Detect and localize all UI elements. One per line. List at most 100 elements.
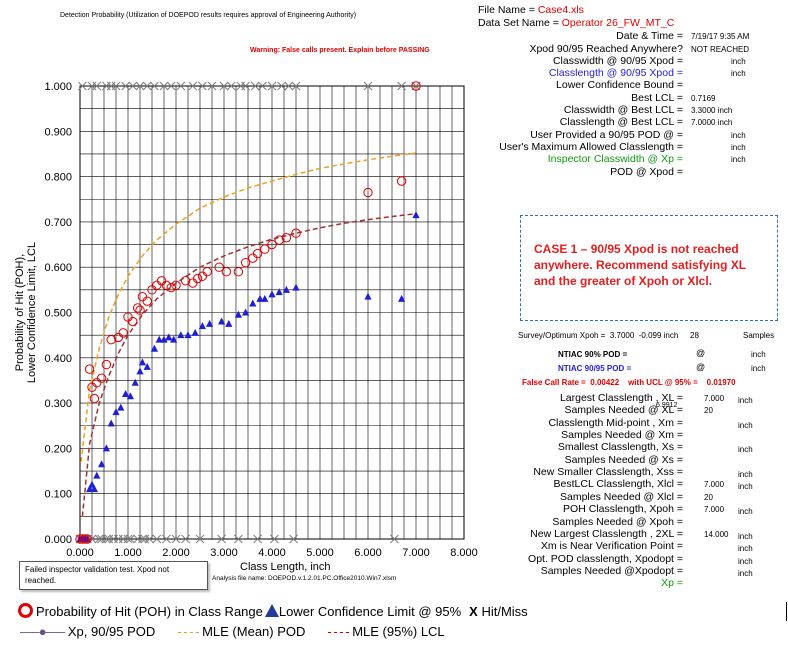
hit-miss-marker	[142, 81, 152, 91]
hit-miss-marker	[171, 534, 181, 544]
legend-row-2: ‒‒‒●‒‒‒ Xp, 90/95 POD - - - - MLE (Mean) …	[20, 624, 445, 639]
lcl-point	[234, 310, 242, 318]
poh-point	[291, 228, 301, 238]
lcl-point	[191, 328, 199, 336]
x-tick-label: 6.000	[354, 547, 382, 559]
classlength-label: Samples Needed @ Xpoh =	[552, 516, 683, 528]
result-value: 0.7169	[691, 94, 716, 103]
poh-point	[137, 291, 148, 302]
case-note-text: CASE 1 – 90/95 Xpod is not reached anywh…	[534, 242, 746, 288]
hit-miss-marker	[166, 81, 176, 91]
lcl-point	[225, 319, 233, 327]
mle-lcl-curve	[81, 212, 417, 517]
ntiac-90-unit: inch	[751, 350, 766, 359]
poh-point	[252, 248, 263, 259]
poh-point	[233, 267, 244, 277]
classlength-label: Smallest Classlength, Xs =	[557, 441, 683, 453]
y-axis-label: Probability of Hit (POH),Lower Confidenc…	[14, 242, 38, 383]
data-set-row: Data Set Name = Operator 26_FW_MT_C	[478, 17, 674, 29]
false-call-row: False Call Rate = 0.00422 with UCL @ 95%…	[522, 378, 736, 387]
lcl-point	[364, 292, 372, 300]
lcl-point	[88, 480, 96, 488]
hit-miss-marker	[270, 534, 279, 544]
x-tick-label: 1.000	[114, 547, 142, 559]
lcl-point	[249, 299, 257, 307]
classlength-unit: inch	[738, 544, 753, 553]
y-tick-label: 0.900	[44, 126, 72, 138]
poh-point	[106, 334, 116, 345]
x-tick-label: 7.000	[402, 547, 430, 559]
y-tick-label: 0.000	[44, 534, 72, 546]
file-name-row: File Name = Case4.xls	[478, 4, 584, 16]
result-value: inch	[731, 155, 746, 164]
y-tick-label: 0.500	[44, 308, 72, 320]
lcl-point	[398, 294, 406, 302]
poh-point	[142, 296, 152, 306]
hit-miss-marker	[152, 534, 162, 544]
hit-miss-marker	[102, 534, 111, 544]
result-value: inch	[731, 143, 746, 152]
hit-miss-marker	[159, 81, 169, 91]
lcl-point	[218, 317, 226, 325]
x-tick-label: 3.000	[210, 547, 238, 559]
poh-point	[260, 244, 270, 254]
hit-miss-marker	[226, 81, 236, 91]
hit-miss-marker	[176, 81, 186, 91]
classlength-label: Opt. POD classlength, Xpodopt =	[528, 553, 683, 565]
result-label: POD @ Xpod =	[610, 166, 683, 178]
chart-header-title: Detection Probability (Utilization of DO…	[60, 12, 357, 19]
hit-miss-marker	[135, 81, 145, 91]
lcl-point	[292, 283, 300, 291]
hitmiss-legend-x-icon: X	[469, 604, 478, 619]
hit-miss-marker	[121, 81, 130, 91]
hit-miss-marker	[258, 81, 267, 91]
lcl-point	[98, 460, 106, 468]
false-call-value: 0.00422	[590, 378, 620, 387]
result-label: Lower Confidence Bound =	[556, 79, 683, 91]
classlength-label: BestLCL Classlength, Xlcl =	[553, 478, 683, 490]
result-label: User Provided a 90/95 POD @ =	[530, 129, 683, 141]
poh-point	[80, 534, 90, 544]
survey-samples-label: Samples	[743, 331, 775, 340]
lcl-point	[93, 471, 101, 479]
legend-lcl-label: Lower Confidence Limit @ 95%	[278, 604, 462, 619]
classlength-label: Samples Needed @Xpodopt =	[540, 565, 683, 577]
lcl-point	[206, 319, 214, 327]
y-tick-label: 0.400	[44, 353, 72, 365]
classlength-unit: inch	[738, 470, 753, 479]
lcl-point	[184, 331, 192, 339]
ntiac-9095-unit: inch	[751, 364, 766, 373]
ucl-label: with UCL @ 95% =	[628, 378, 698, 387]
classlength-unit: inch	[738, 482, 753, 491]
poh-point	[118, 328, 128, 338]
result-value: 7.0000 inch	[691, 118, 733, 127]
hit-miss-marker	[188, 81, 198, 91]
poh-point	[363, 187, 373, 198]
classlength-value: 20	[704, 493, 713, 502]
poh-point	[135, 305, 145, 315]
classlength-unit: inch	[738, 421, 753, 430]
poh-legend-circle-icon	[18, 603, 33, 618]
lcl-point	[275, 288, 283, 296]
lcl-point	[155, 335, 163, 343]
ntiac-90-label: NTIAC 90% POD =	[558, 350, 628, 359]
x-tick-label: 4.000	[258, 547, 286, 559]
lcl-point	[198, 322, 206, 330]
result-value: inch	[731, 131, 746, 140]
poh-point	[161, 280, 172, 291]
lcl-point	[261, 294, 269, 302]
x-tick-label: 0.000	[66, 547, 94, 559]
poh-point	[214, 262, 224, 272]
poh-point	[240, 257, 251, 268]
legend-mle-lcl-label: MLE (95%) LCL	[352, 624, 445, 639]
classlength-label: Samples Needed @ Xs =	[564, 454, 683, 466]
file-name-label: File Name =	[478, 4, 538, 16]
result-value: inch	[731, 69, 746, 78]
poh-point	[156, 276, 167, 286]
poh-point	[92, 378, 102, 388]
poh-point	[128, 316, 138, 327]
y-tick-label: 0.300	[44, 398, 72, 410]
survey-samples-count: 28	[690, 331, 699, 340]
hit-miss-marker	[128, 81, 138, 91]
